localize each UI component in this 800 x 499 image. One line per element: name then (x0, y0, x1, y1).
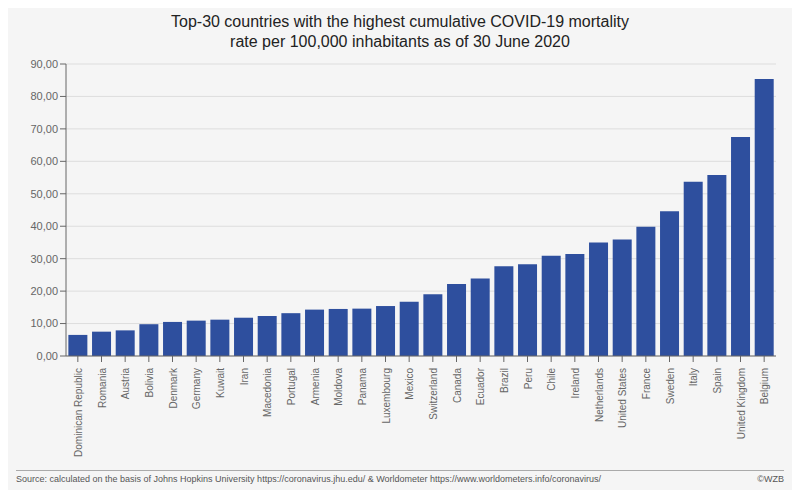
svg-text:50,00: 50,00 (30, 188, 58, 200)
svg-text:90,00: 90,00 (30, 58, 58, 70)
svg-text:Portugal: Portugal (286, 368, 297, 405)
svg-text:Ecuador: Ecuador (475, 367, 486, 405)
svg-text:Ireland: Ireland (570, 368, 581, 399)
svg-text:United States: United States (617, 368, 628, 428)
svg-text:Dominican Republic: Dominican Republic (73, 368, 84, 457)
svg-text:80,00: 80,00 (30, 90, 58, 102)
svg-text:Mexico: Mexico (404, 368, 415, 400)
svg-text:Romania: Romania (97, 368, 108, 408)
svg-text:70,00: 70,00 (30, 123, 58, 135)
svg-text:Switzerland: Switzerland (428, 368, 439, 420)
html-text:©WZB: ©WZB (757, 474, 784, 484)
svg-text:Sweden: Sweden (665, 368, 676, 404)
svg-text:Armenia: Armenia (310, 368, 321, 406)
svg-text:60,00: 60,00 (30, 155, 58, 167)
svg-text:Denmark: Denmark (168, 367, 179, 409)
svg-text:30,00: 30,00 (30, 253, 58, 265)
svg-text:Germany: Germany (191, 368, 202, 409)
svg-text:40,00: 40,00 (30, 220, 58, 232)
svg-text:10,00: 10,00 (30, 317, 58, 329)
svg-text:Panama: Panama (357, 368, 368, 406)
svg-text:0,00: 0,00 (37, 350, 58, 362)
svg-text:France: France (641, 368, 652, 400)
svg-text:Netherlands: Netherlands (594, 368, 605, 422)
svg-text:Italy: Italy (688, 368, 699, 386)
svg-text:Macedonia: Macedonia (262, 368, 273, 417)
html-text:Source: calculated on the basi: Source: calculated on the basis of Johns… (16, 474, 602, 484)
svg-text:20,00: 20,00 (30, 285, 58, 297)
svg-text:Austria: Austria (120, 368, 131, 400)
html-text:Top-30 countries with the high: Top-30 countries with the highest cumula… (171, 13, 629, 30)
svg-text:United Kingdom: United Kingdom (736, 368, 747, 439)
svg-text:Moldova: Moldova (333, 368, 344, 406)
svg-text:Peru: Peru (523, 368, 534, 389)
svg-text:Spain: Spain (712, 368, 723, 394)
svg-text:Canada: Canada (452, 368, 463, 403)
svg-text:Brazil: Brazil (499, 368, 510, 393)
html-text:rate per 100,000 inhabitants a: rate per 100,000 inhabitants as of 30 Ju… (230, 33, 570, 50)
svg-text:Iran: Iran (239, 368, 250, 385)
svg-text:Bolivia: Bolivia (144, 368, 155, 398)
svg-text:Luxembourg: Luxembourg (381, 368, 392, 424)
svg-text:Chile: Chile (546, 368, 557, 391)
svg-text:Kuwait: Kuwait (215, 368, 226, 398)
svg-text:Belgium: Belgium (759, 368, 770, 404)
